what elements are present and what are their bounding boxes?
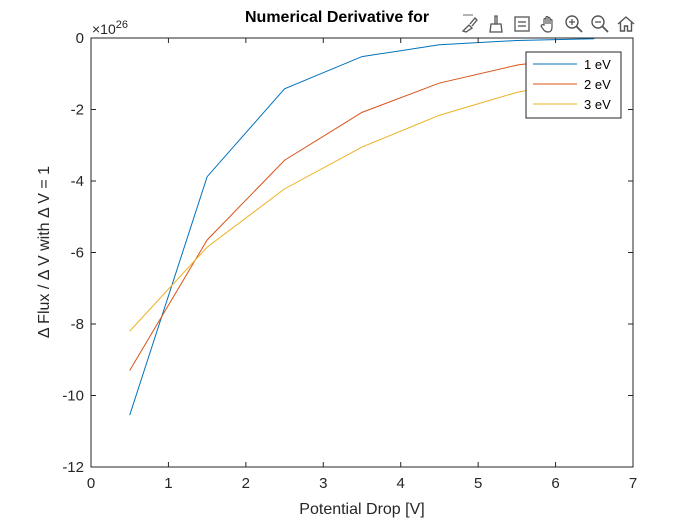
x-tick-label: 6 [551,475,559,492]
y-tick-label: 0 [76,30,84,47]
series-line-3 [129,76,595,332]
x-tick-label: 0 [87,475,95,492]
x-tick-label: 4 [397,475,405,492]
x-tick-label: 1 [164,475,172,492]
x-tick-label: 7 [629,475,637,492]
x-axis-label: Potential Drop [V] [299,501,424,518]
y-exponent-power: 26 [116,19,128,31]
series-line-1 [129,38,595,416]
zoom-out-button[interactable] [588,12,612,36]
brush-edit-icon [461,17,478,33]
y-axis-label: Δ Flux / Δ V with Δ V = 1 [36,166,53,338]
x-tick-label: 2 [242,475,250,492]
legend-entries: 1 eV 2 eV 3 eV [533,57,611,112]
y-tick-label: -2 [71,102,84,119]
y-tick-label: -4 [71,173,84,190]
zoom-in-icon [565,15,583,33]
pan-hand-icon [540,15,553,33]
y-exponent: ×1026 [92,19,128,37]
brush-icon [489,15,503,33]
x-tick-label: 5 [474,475,482,492]
series-line-2 [129,53,595,371]
chart-title: Numerical Derivative for [245,9,429,26]
legend-box [525,51,622,119]
ticks-layer: 0 1 2 3 4 5 6 7 0 -2 -4 -6 -8 -10 -12 [62,30,637,492]
y-tick-label: -12 [62,459,84,476]
legend-label-2: 2 eV [584,77,611,92]
x-tick-label: 3 [319,475,327,492]
y-tick-label: -6 [71,245,84,262]
data-tip-icon [514,16,530,32]
axes-toolbar [458,12,638,36]
brush-button[interactable] [484,12,508,36]
legend-label-3: 3 eV [584,97,611,112]
series-layer [129,38,595,416]
home-button[interactable] [614,12,638,36]
pan-button[interactable] [536,12,560,36]
data-tip-button[interactable] [510,12,534,36]
y-exponent-base: ×10 [92,21,116,37]
legend[interactable]: 1 eV 2 eV 3 eV [525,51,622,119]
legend-label-1: 1 eV [584,57,611,72]
y-tick-label: -8 [71,316,84,333]
brush-edit-button[interactable] [458,12,482,36]
zoom-in-button[interactable] [562,12,586,36]
y-tick-label: -10 [62,388,84,405]
zoom-out-icon [591,15,609,33]
home-icon [617,16,635,32]
